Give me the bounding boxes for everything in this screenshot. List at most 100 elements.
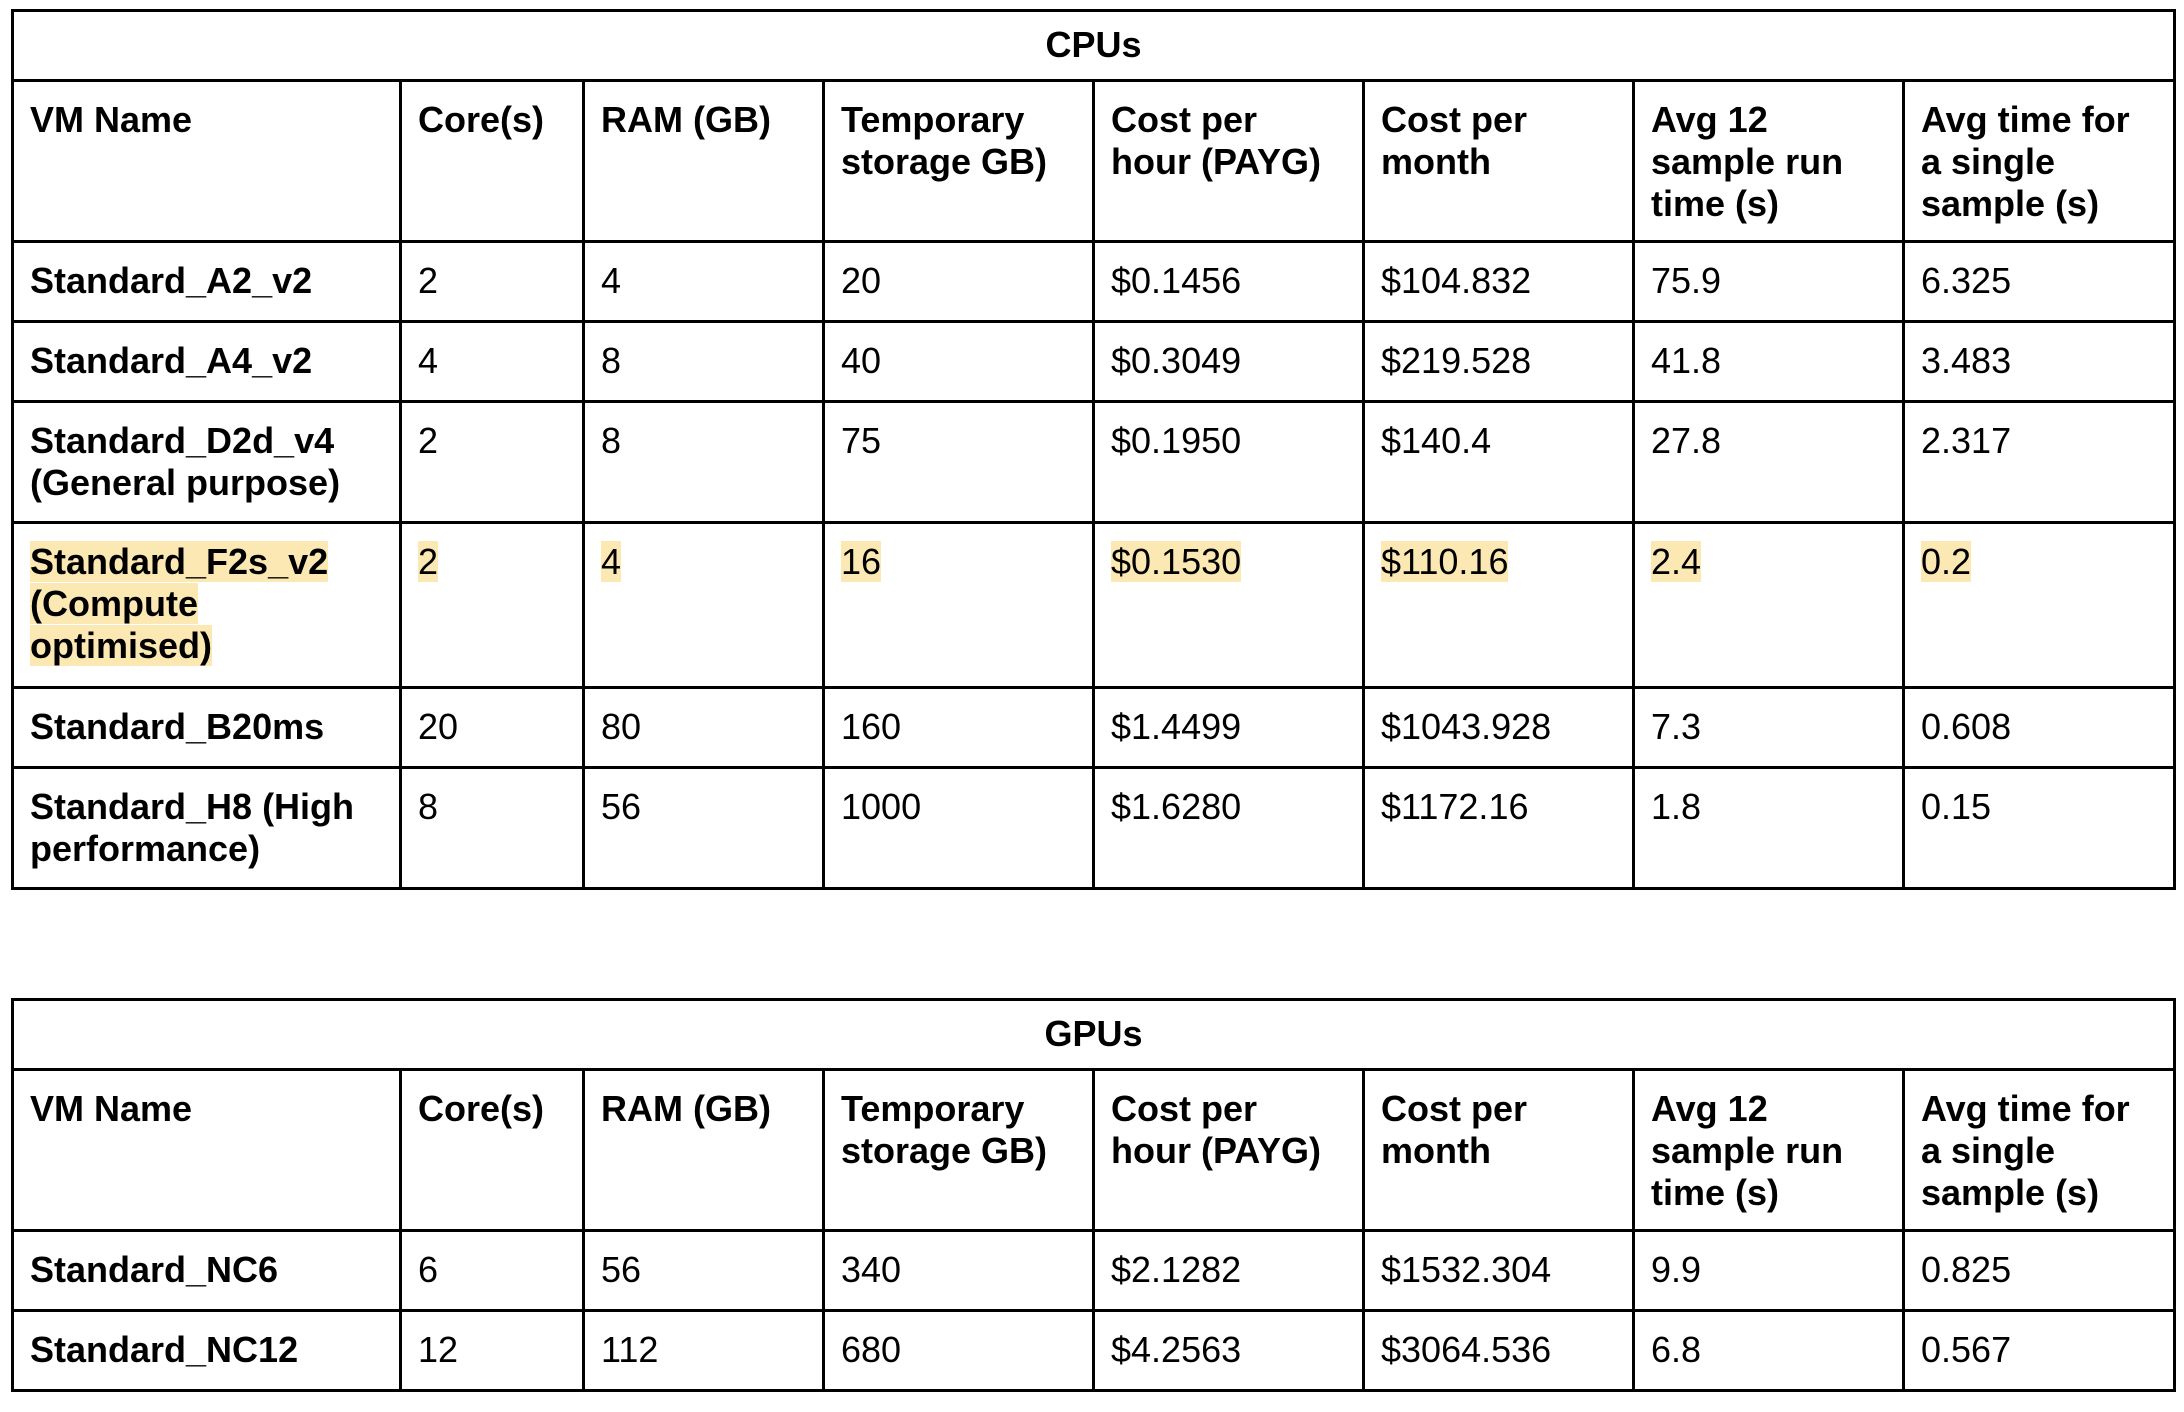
cell-ram-text: 112 <box>601 1329 659 1370</box>
header-cost-hour: Cost per hour (PAYG) <box>1092 79 1365 243</box>
cell-avg12: 41.8 <box>1632 320 1905 403</box>
cell-vm-name: Standard_A4_v2 <box>11 320 402 403</box>
table-row: Standard_B20ms 20 80 160 $1.4499 $1043.928 7.3… <box>11 686 2177 769</box>
cell-avg12-text: 1.8 <box>1651 786 1702 827</box>
cell-avg12: 7.3 <box>1632 686 1905 769</box>
cpu-table: CPUs VM Name Core(s) RAM (GB) Temporary … <box>10 9 2177 890</box>
cell-cost-month-text: $1532.304 <box>1381 1249 1552 1290</box>
cell-vm-name: Standard_NC12 <box>11 1309 402 1392</box>
table-row: Standard_F2s_v2 (Compute optimised) 2 4 16 $… <box>11 521 2177 689</box>
cell-vm-name: Standard_B20ms <box>11 686 402 769</box>
cell-avg-single: 0.2 <box>1901 521 2177 689</box>
cell-cost-hour-text: $0.1456 <box>1111 260 1242 301</box>
gpu-table-body: Standard_NC6 6 56 340 $2.1282 $1532.304 9.9 0.8… <box>11 1229 2177 1392</box>
table-row: Standard_A2_v2 2 4 20 $0.1456 $104.832 75.9 6.3… <box>11 240 2177 323</box>
cell-storage: 20 <box>822 240 1095 323</box>
cell-vm-name: Standard_D2d_v4 (General purpose) <box>11 400 402 524</box>
header-storage: Temporary storage GB) <box>822 79 1095 243</box>
cell-vm-name: Standard_A2_v2 <box>11 240 402 323</box>
cell-vm-name-text: Standard_NC12 <box>30 1329 299 1370</box>
cpu-title-row: CPUs <box>10 9 2177 82</box>
header-vm-name: VM Name <box>11 79 402 243</box>
gpu-table-title: GPUs <box>10 998 2177 1071</box>
gpu-title-row: GPUs <box>10 998 2177 1071</box>
cell-avg-single-text: 0.567 <box>1921 1329 2012 1370</box>
cell-ram-text: 56 <box>601 786 642 827</box>
cell-ram: 8 <box>582 320 825 403</box>
cell-storage-text: 16 <box>841 541 882 582</box>
cell-vm-name-text: Standard_D2d_v4 (General purpose) <box>30 420 341 503</box>
cell-cost-hour: $0.1950 <box>1092 400 1365 524</box>
cell-avg-single-text: 3.483 <box>1921 340 2012 381</box>
cell-cores: 2 <box>399 521 585 689</box>
cell-cost-month: $1532.304 <box>1362 1229 1635 1312</box>
cell-ram-text: 8 <box>601 420 622 461</box>
cpu-header-row: VM Name Core(s) RAM (GB) Temporary stora… <box>11 79 2177 243</box>
cell-avg-single-text: 0.608 <box>1921 706 2012 747</box>
cell-avg12: 2.4 <box>1632 521 1905 689</box>
header-vm-name: VM Name <box>11 1068 402 1232</box>
header-avg-single: Avg time for a single sample (s) <box>1901 79 2177 243</box>
cell-avg-single-text: 6.325 <box>1921 260 2012 301</box>
cell-cost-month-text: $110.16 <box>1381 541 1509 582</box>
cell-cost-hour-text: $1.6280 <box>1111 786 1242 827</box>
cell-ram-text: 4 <box>601 541 622 582</box>
cell-cores-text: 2 <box>418 260 439 301</box>
cell-cores: 8 <box>399 766 585 890</box>
cell-avg12-text: 6.8 <box>1651 1329 1702 1370</box>
cell-avg12-text: 2.4 <box>1651 541 1702 582</box>
table-row: Standard_NC6 6 56 340 $2.1282 $1532.304 9.9 0.8… <box>11 1229 2177 1312</box>
cell-avg-single: 3.483 <box>1901 320 2177 403</box>
cell-cores-text: 12 <box>418 1329 459 1370</box>
cell-vm-name-text: Standard_A4_v2 <box>30 340 313 381</box>
cell-cores-text: 4 <box>418 340 439 381</box>
cell-cost-hour-text: $0.3049 <box>1111 340 1242 381</box>
cell-vm-name-text: Standard_A2_v2 <box>30 260 313 301</box>
cell-cores: 4 <box>399 320 585 403</box>
cell-avg-single: 2.317 <box>1901 400 2177 524</box>
cell-cores: 12 <box>399 1309 585 1392</box>
cell-cost-month: $3064.536 <box>1362 1309 1635 1392</box>
cell-storage: 75 <box>822 400 1095 524</box>
cell-avg12: 75.9 <box>1632 240 1905 323</box>
table-row: Standard_D2d_v4 (General purpose) 2 8 75 $0.… <box>11 400 2177 524</box>
cpu-table-body: Standard_A2_v2 2 4 20 $0.1456 $104.832 75.9 6.3… <box>11 240 2177 890</box>
cell-cost-month: $104.832 <box>1362 240 1635 323</box>
cell-avg12: 27.8 <box>1632 400 1905 524</box>
cell-storage: 1000 <box>822 766 1095 890</box>
cell-storage-text: 340 <box>841 1249 902 1290</box>
cell-avg-single: 0.825 <box>1901 1229 2177 1312</box>
cell-avg-single: 6.325 <box>1901 240 2177 323</box>
cell-ram: 56 <box>582 1229 825 1312</box>
cell-cost-month: $1043.928 <box>1362 686 1635 769</box>
cell-avg12: 9.9 <box>1632 1229 1905 1312</box>
table-row: Standard_H8 (High performance) 8 56 1000 $1.… <box>11 766 2177 890</box>
cell-cost-hour-text: $2.1282 <box>1111 1249 1242 1290</box>
cell-vm-name-text: Standard_NC6 <box>30 1249 279 1290</box>
cell-storage-text: 160 <box>841 706 902 747</box>
cell-avg12-text: 75.9 <box>1651 260 1722 301</box>
cell-cost-month: $1172.16 <box>1362 766 1635 890</box>
gpu-header-row: VM Name Core(s) RAM (GB) Temporary stora… <box>11 1068 2177 1232</box>
cell-avg12-text: 41.8 <box>1651 340 1722 381</box>
cell-cost-hour: $1.4499 <box>1092 686 1365 769</box>
cell-cost-hour-text: $0.1950 <box>1111 420 1242 461</box>
cell-storage: 160 <box>822 686 1095 769</box>
cell-avg12-text: 9.9 <box>1651 1249 1702 1290</box>
header-cores: Core(s) <box>399 79 585 243</box>
cell-ram-text: 8 <box>601 340 622 381</box>
gpu-table: GPUs VM Name Core(s) RAM (GB) Temporary … <box>10 998 2177 1392</box>
cell-cost-hour-text: $1.4499 <box>1111 706 1242 747</box>
cell-avg-single: 0.15 <box>1901 766 2177 890</box>
header-ram: RAM (GB) <box>582 1068 825 1232</box>
cell-cost-month-text: $3064.536 <box>1381 1329 1552 1370</box>
cell-storage-text: 75 <box>841 420 882 461</box>
cell-ram: 80 <box>582 686 825 769</box>
cell-ram: 56 <box>582 766 825 890</box>
cell-avg12-text: 27.8 <box>1651 420 1722 461</box>
cell-avg12: 1.8 <box>1632 766 1905 890</box>
cell-cost-hour-text: $0.1530 <box>1111 541 1242 582</box>
cell-vm-name-text: Standard_F2s_v2 (Compute optimised) <box>30 541 329 666</box>
cell-cores-text: 2 <box>418 541 439 582</box>
cell-ram-text: 80 <box>601 706 642 747</box>
